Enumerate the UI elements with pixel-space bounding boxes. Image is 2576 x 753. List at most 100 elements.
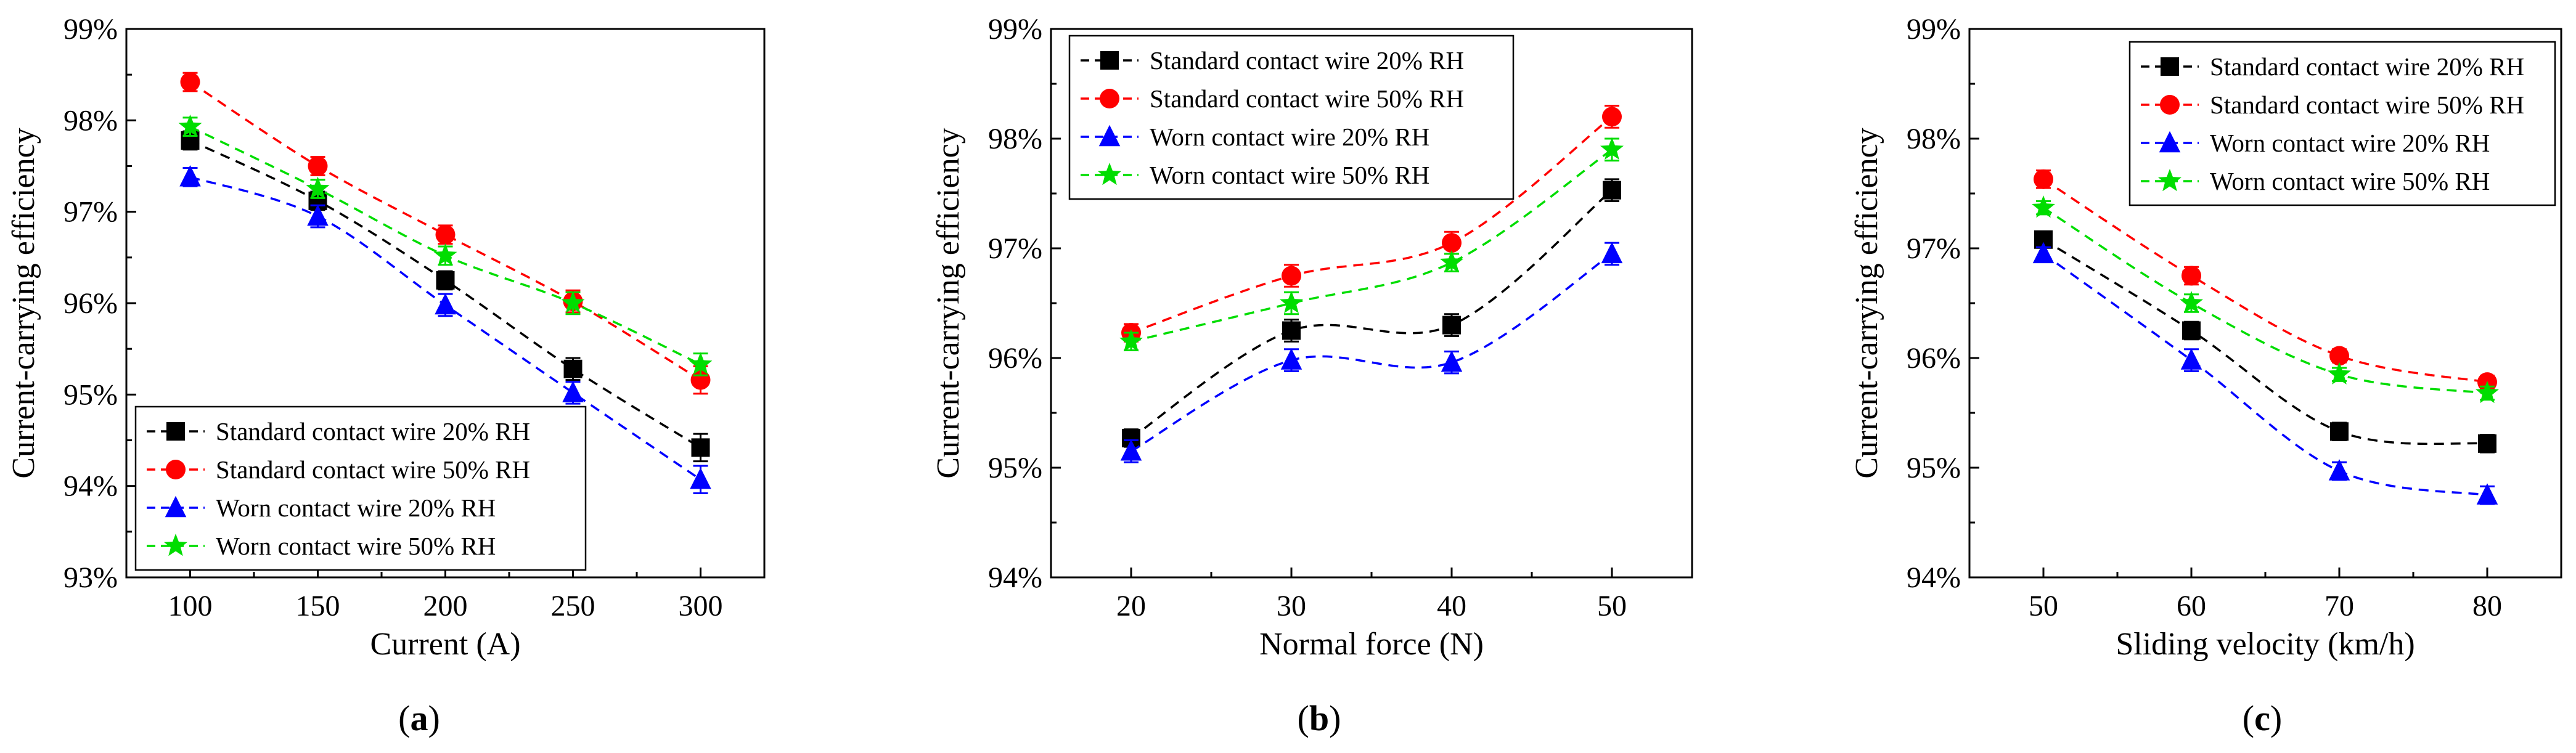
data-point [1282,266,1301,286]
y-tick-label: 96% [988,342,1042,375]
chart-panel-c: 94% 95% 96% 97% 98% 99% 50 60 70 80 Sliding veloci… [1849,13,2562,738]
legend-marker [2158,169,2181,192]
y-tick-label: 99% [1907,13,1961,46]
legend-label: Standard contact wire 50% RH [2210,91,2524,119]
data-point [2180,291,2203,314]
x-tick-label: 40 [1437,590,1466,622]
data-point [1442,315,1461,335]
legend-label: Worn contact wire 50% RH [1150,161,1429,189]
series-line [1131,149,1613,343]
data-point [180,72,200,92]
y-tick-label: 95% [1907,452,1961,484]
series-line [1131,116,1613,334]
x-tick-label: 80 [2472,590,2502,622]
data-point [2180,348,2202,370]
y-tick-label: 94% [988,561,1042,594]
legend-marker [166,460,186,479]
series-0 [2034,230,2496,454]
legend-label: Worn contact wire 20% RH [1150,123,1429,151]
data-point [1120,439,1142,461]
data-point [2476,483,2498,505]
data-point [308,156,328,176]
y-tick-label: 97% [988,232,1042,265]
series-1 [2034,169,2497,393]
y-tick-label: 96% [63,287,118,320]
data-point [2330,422,2349,441]
series-line [2043,178,2488,383]
legend-marker [2159,131,2181,153]
data-point [307,204,329,226]
x-tick-label: 70 [2325,590,2354,622]
chart-panel-a: 93% 94% 95% 96% 97% 98% 99% 100 150 200 250 300 Curr… [6,13,766,738]
legend-marker [164,534,187,556]
caption-paren: ) [2270,698,2282,738]
legend-label: Standard contact wire 20% RH [1150,46,1464,75]
series-0 [181,130,710,463]
y-tick-label: 98% [63,104,118,137]
legend-marker [166,422,185,441]
data-point [1280,291,1303,314]
series-0 [1122,178,1621,448]
legend-marker [165,495,187,518]
y-tick-label: 94% [1907,561,1961,594]
legend-marker [1100,51,1119,70]
y-tick-label: 95% [988,452,1042,484]
series-line [2043,238,2488,446]
legend-label: Standard contact wire 20% RH [216,417,530,446]
y-axis-label: Current-carrying efficiency [931,128,966,478]
data-point [435,224,456,245]
series-3 [2032,195,2499,404]
y-tick-label: 98% [1907,123,1961,155]
data-point [179,165,201,187]
data-point [1603,181,1621,200]
data-point [306,176,330,199]
caption-paren: ( [1298,698,1309,738]
caption-paren: ( [2243,698,2254,738]
data-point [2329,346,2349,366]
series-line [2042,253,2488,497]
data-point [1441,350,1463,372]
data-point [1442,233,1462,253]
caption-letter: c [2254,698,2270,738]
data-point [563,359,583,378]
y-tick-label: 99% [988,13,1042,46]
panel-caption: (a) [398,698,440,738]
data-point [2032,195,2055,218]
x-axis-label: Sliding velocity (km/h) [2116,627,2414,662]
legend-label: Worn contact wire 20% RH [2210,129,2490,157]
legend: Standard contact wire 20% RH Standard con… [2128,41,2556,206]
data-point [562,381,584,402]
caption-paren: ) [428,698,440,738]
legend-label: Worn contact wire 20% RH [216,494,496,522]
legend: Standard contact wire 20% RH Standard con… [1068,35,1515,200]
x-axis-label: Normal force (N) [1259,627,1484,662]
x-tick-label: 100 [168,590,213,622]
data-point [1440,250,1463,273]
series-line [189,81,701,381]
data-point [561,291,585,314]
legend-label: Worn contact wire 50% RH [216,532,496,560]
y-tick-label: 96% [1907,342,1961,375]
y-tick-label: 97% [63,196,118,229]
data-point [436,271,455,290]
series-3 [1119,137,1624,352]
legend-marker [2161,57,2179,76]
y-axis-label: Current-carrying efficiency [6,128,41,478]
legend-marker [1098,124,1121,147]
caption-letter: b [1309,698,1329,738]
x-tick-label: 50 [1597,590,1627,622]
series-2 [2032,242,2498,505]
y-axis-label: Current-carrying efficiency [1849,128,1884,478]
caption-paren: ) [1329,698,1341,738]
x-tick-label: 60 [2177,590,2206,622]
y-tick-label: 95% [63,378,118,411]
data-point [1282,321,1301,340]
legend-marker [1098,163,1121,185]
y-tick-label: 94% [63,470,118,503]
y-tick-label: 99% [63,13,118,46]
legend-box [1068,35,1515,200]
data-point [2328,362,2351,385]
data-point [690,468,711,489]
legend: Standard contact wire 20% RH Standard con… [134,405,587,571]
data-point [689,352,713,375]
